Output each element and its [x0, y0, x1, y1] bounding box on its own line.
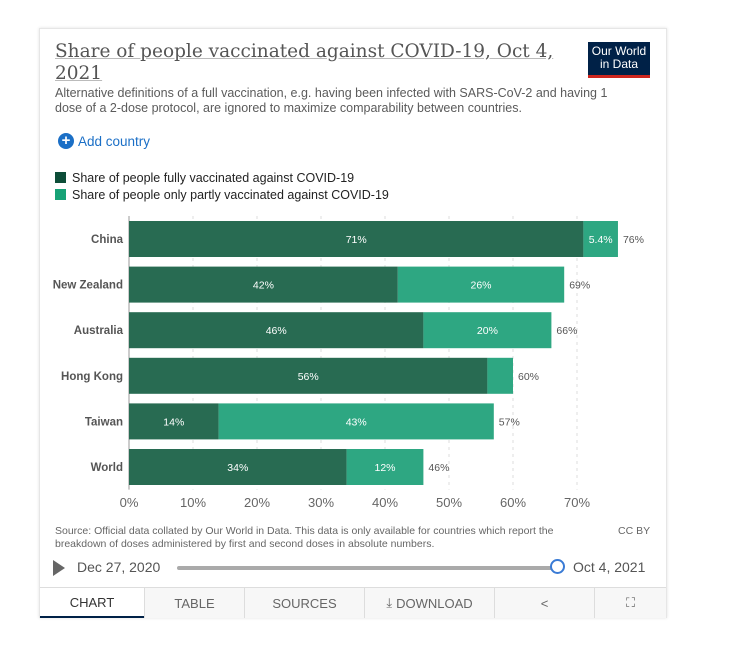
bar-segment[interactable]: [129, 357, 488, 394]
bar-total-label: 46%: [428, 462, 449, 474]
fullscreen-button[interactable]: ⛶: [594, 588, 666, 618]
category-label: Taiwan: [85, 416, 123, 428]
x-tick-label: 70%: [564, 495, 590, 510]
bar-total-label: 60%: [518, 371, 539, 383]
x-tick-label: 20%: [244, 495, 270, 510]
chart-card: Share of people vaccinated against COVID…: [39, 28, 667, 618]
legend-swatch-partial: [55, 189, 66, 200]
bar-segment[interactable]: [129, 221, 584, 257]
category-label: China: [91, 234, 124, 246]
play-icon[interactable]: [53, 560, 65, 576]
x-tick-label: 50%: [436, 495, 462, 510]
bar-segment[interactable]: [583, 221, 618, 257]
owid-logo[interactable]: Our World in Data: [588, 42, 650, 78]
bar-value-label: 26%: [470, 280, 491, 292]
legend-item-partial[interactable]: Share of people only partly vaccinated a…: [55, 186, 389, 203]
bar-total-label: 57%: [499, 416, 520, 428]
timeline-end: Oct 4, 2021: [573, 559, 646, 575]
bar-segment[interactable]: [487, 357, 513, 394]
category-label: World: [91, 462, 123, 474]
bar-total-label: 76%: [623, 234, 644, 246]
x-tick-label: 30%: [308, 495, 334, 510]
fullscreen-icon: ⛶: [625, 595, 636, 610]
bar-segment[interactable]: [397, 266, 565, 303]
add-country-label: Add country: [78, 133, 151, 149]
legend-swatch-full: [55, 172, 66, 183]
bar-value-label: 43%: [346, 416, 367, 428]
source-note: Source: Official data collated by Our Wo…: [55, 525, 554, 550]
category-label: Hong Kong: [61, 371, 123, 383]
timeline-handle[interactable]: [550, 559, 565, 574]
plus-icon: +: [58, 133, 74, 149]
bar-segment[interactable]: [423, 312, 552, 349]
tab-bar: CHART TABLE SOURCES ⤓ DOWNLOAD < ⛶: [40, 587, 666, 618]
bar-value-label: 20%: [477, 325, 498, 337]
bar-value-label: 12%: [374, 462, 395, 474]
bar-total-label: 69%: [569, 280, 590, 292]
bar-segment[interactable]: [129, 266, 398, 303]
tab-download[interactable]: ⤓ DOWNLOAD: [364, 588, 494, 618]
legend-label: Share of people fully vaccinated against…: [72, 170, 355, 185]
tab-chart[interactable]: CHART: [40, 588, 144, 618]
bar-segment[interactable]: [218, 403, 494, 440]
x-tick-label: 60%: [500, 495, 526, 510]
x-tick-label: 40%: [372, 495, 398, 510]
category-label: Australia: [74, 325, 124, 337]
bar-chart: 0% 10% 20% 30% 40% 50% 60% 70% China 71% 5.4% 76% Ne…: [53, 216, 644, 510]
share-icon: <: [540, 595, 549, 611]
tab-sources[interactable]: SOURCES: [244, 588, 364, 618]
bar-value-label: 34%: [227, 462, 248, 474]
legend: Share of people fully vaccinated against…: [55, 169, 389, 203]
bar-value-label: 56%: [298, 371, 319, 383]
tab-table[interactable]: TABLE: [144, 588, 244, 618]
share-button[interactable]: <: [494, 588, 594, 618]
legend-item-full[interactable]: Share of people fully vaccinated against…: [55, 169, 389, 186]
bar-value-label: 14%: [163, 416, 184, 428]
bar-segment[interactable]: [346, 449, 424, 485]
timeline-start: Dec 27, 2020: [77, 559, 161, 575]
license-link[interactable]: CC BY: [618, 525, 651, 537]
timeline-slider[interactable]: [177, 566, 557, 570]
category-label: New Zealand: [53, 280, 123, 292]
chart-subtitle: Alternative definitions of a full vaccin…: [55, 86, 608, 115]
bar-segment[interactable]: [129, 449, 347, 485]
timeline: Dec 27, 2020 Oct 4, 2021: [53, 557, 653, 579]
download-icon: ⤓: [386, 595, 393, 610]
bar-total-label: 66%: [556, 325, 577, 337]
add-country-button[interactable]: + Add country: [58, 133, 150, 149]
bar-value-label: 5.4%: [589, 234, 613, 246]
x-tick-label: 0%: [120, 495, 139, 510]
x-tick-label: 10%: [180, 495, 206, 510]
bar-segment[interactable]: [129, 312, 424, 349]
bar-value-label: 42%: [253, 280, 274, 292]
bar-value-label: 46%: [266, 325, 287, 337]
bar-value-label: 71%: [346, 234, 367, 246]
legend-label: Share of people only partly vaccinated a…: [72, 187, 389, 202]
tab-download-label: DOWNLOAD: [396, 595, 473, 611]
chart-title[interactable]: Share of people vaccinated against COVID…: [55, 41, 554, 84]
bar-segment[interactable]: [129, 403, 219, 440]
